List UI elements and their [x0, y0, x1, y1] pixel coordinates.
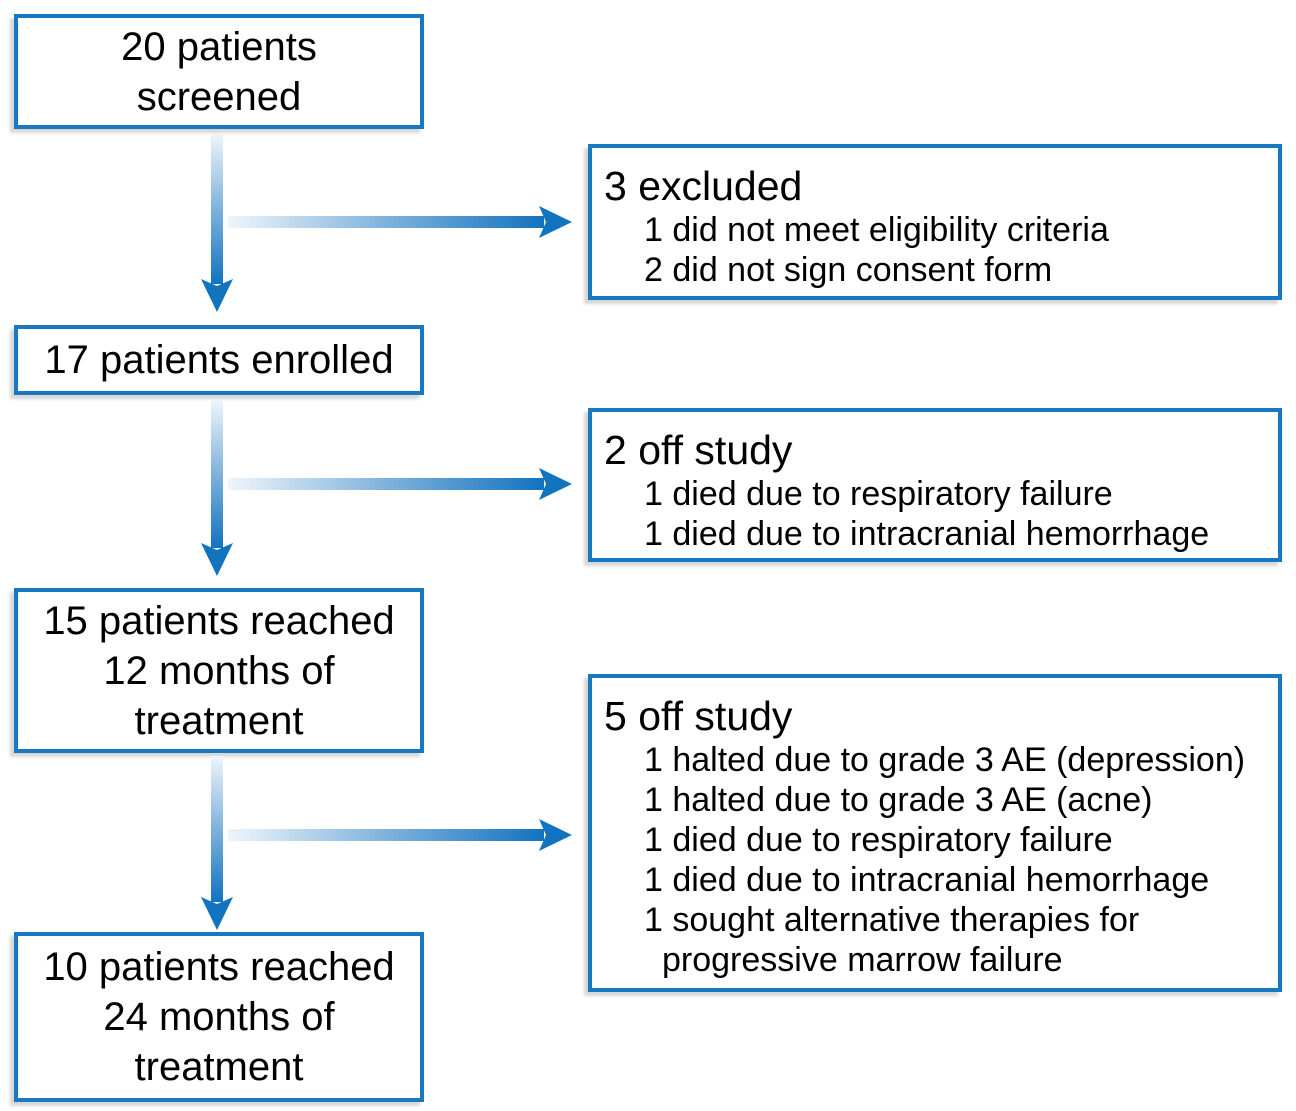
box-text-line: 17 patients enrolled — [44, 338, 394, 382]
arrow-down-icon — [201, 400, 233, 576]
box-detail-line: 1 died due to respiratory failure — [644, 475, 1113, 513]
arrow-down-icon — [201, 134, 233, 312]
box-detail-line: 1 sought alternative therapies for progr… — [644, 901, 1140, 979]
box-detail-line: 1 did not meet eligibility criteria — [644, 211, 1109, 249]
arrow-right-icon — [228, 819, 572, 851]
box-text-line: 10 patients reached — [43, 945, 395, 989]
box-detail-line: 1 halted due to grade 3 AE (acne) — [644, 781, 1153, 819]
box-patients-screened: 20 patients screened — [14, 14, 424, 129]
box-heading: 2 off study — [604, 427, 793, 473]
box-text-line: 15 patients reached — [43, 598, 395, 643]
box-text-line: 20 patients — [121, 24, 317, 69]
box-off-study-24: 5 off study 1 halted due to grade 3 AE (… — [588, 674, 1282, 992]
box-reached-24-months: 10 patients reached 24 months of treatme… — [14, 932, 424, 1102]
box-off-study-12: 2 off study 1 died due to respiratory fa… — [588, 408, 1282, 562]
arrow-right-icon — [228, 468, 572, 500]
box-detail-line: 1 halted due to grade 3 AE (depression) — [644, 741, 1246, 779]
box-detail-line: 1 died due to intracranial hemorrhage — [644, 515, 1210, 553]
box-heading: 3 excluded — [604, 163, 803, 209]
box-patients-enrolled: 17 patients enrolled — [14, 325, 424, 395]
box-detail-line: 1 died due to respiratory failure — [644, 821, 1113, 859]
box-detail-line: 2 did not sign consent form — [644, 251, 1053, 289]
box-detail-line: 1 died due to intracranial hemorrhage — [644, 861, 1210, 899]
box-excluded: 3 excluded 1 did not meet eligibility cr… — [588, 144, 1282, 300]
box-text-line: screened — [136, 74, 302, 119]
box-reached-12-months: 15 patients reached 12 months of treatme… — [14, 588, 424, 753]
box-text-line: treatment — [134, 1045, 304, 1089]
box-text-line: 24 months of — [103, 995, 335, 1039]
arrow-right-icon — [228, 206, 572, 238]
box-heading: 5 off study — [604, 693, 793, 739]
arrow-down-icon — [201, 756, 233, 930]
box-text-line: 12 months of — [103, 648, 335, 693]
box-text-line: treatment — [134, 698, 304, 743]
